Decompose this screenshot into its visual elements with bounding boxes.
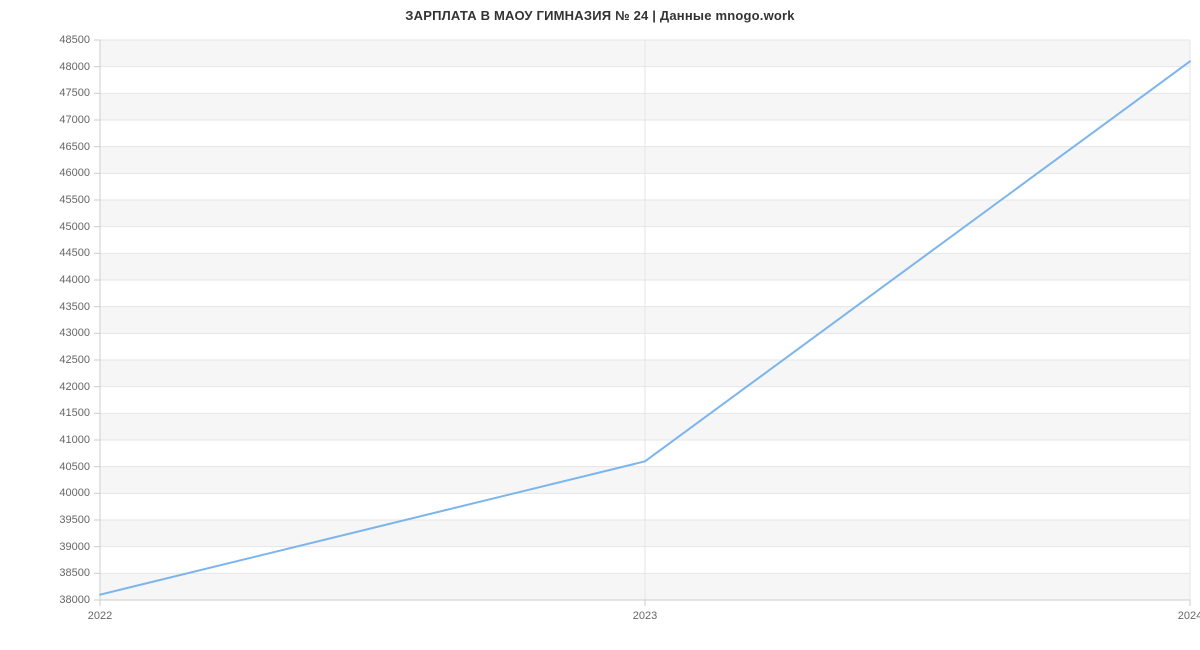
y-tick-label: 47000 bbox=[30, 114, 90, 126]
y-tick-label: 42500 bbox=[30, 354, 90, 366]
y-tick-label: 39500 bbox=[30, 514, 90, 526]
y-tick-label: 39000 bbox=[30, 541, 90, 553]
y-tick-label: 48500 bbox=[30, 34, 90, 46]
y-tick-label: 43500 bbox=[30, 301, 90, 313]
chart-svg bbox=[100, 40, 1190, 600]
y-tick-label: 46500 bbox=[30, 141, 90, 153]
y-tick-label: 46000 bbox=[30, 167, 90, 179]
y-tick-label: 48000 bbox=[30, 61, 90, 73]
y-tick-label: 42000 bbox=[30, 381, 90, 393]
y-tick-label: 45500 bbox=[30, 194, 90, 206]
y-tick-label: 43000 bbox=[30, 327, 90, 339]
y-tick-label: 45000 bbox=[30, 221, 90, 233]
x-tick-label: 2022 bbox=[88, 610, 112, 622]
y-tick-label: 40500 bbox=[30, 461, 90, 473]
y-tick-label: 44000 bbox=[30, 274, 90, 286]
plot-area bbox=[100, 40, 1190, 600]
y-tick-label: 40000 bbox=[30, 487, 90, 499]
x-tick-label: 2023 bbox=[633, 610, 657, 622]
chart-title: ЗАРПЛАТА В МАОУ ГИМНАЗИЯ № 24 | Данные m… bbox=[0, 8, 1200, 23]
x-tick-label: 2024 bbox=[1178, 610, 1200, 622]
y-tick-label: 41500 bbox=[30, 407, 90, 419]
salary-line-chart: ЗАРПЛАТА В МАОУ ГИМНАЗИЯ № 24 | Данные m… bbox=[0, 0, 1200, 650]
y-tick-label: 38000 bbox=[30, 594, 90, 606]
y-axis-labels: 38000 38500 39000 39500 40000 40500 41000 41500… bbox=[0, 0, 100, 650]
y-tick-label: 41000 bbox=[30, 434, 90, 446]
y-tick-label: 38500 bbox=[30, 567, 90, 579]
y-tick-label: 44500 bbox=[30, 247, 90, 259]
x-axis-labels: 2022 2023 2024 bbox=[0, 608, 1200, 628]
y-tick-label: 47500 bbox=[30, 87, 90, 99]
